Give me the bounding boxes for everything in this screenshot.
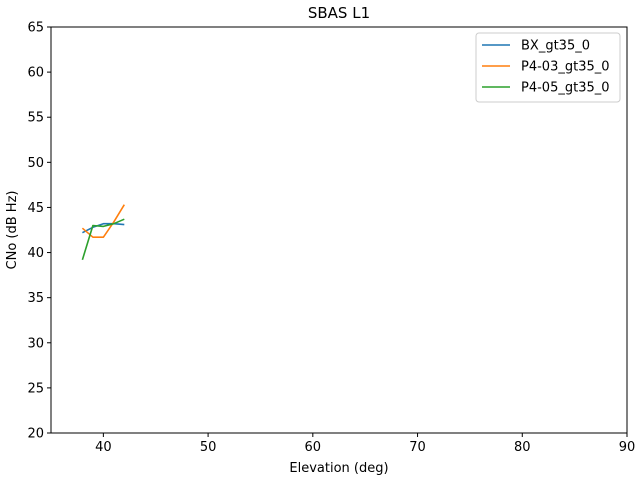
y-tick-label: 25: [27, 381, 44, 396]
series-line-1: [82, 222, 125, 234]
legend-box: [475, 32, 621, 103]
y-tick-label: 50: [27, 156, 44, 171]
chart-title: SBAS L1: [308, 4, 370, 22]
x-tick-label: 60: [305, 440, 322, 455]
x-tick-label: 90: [619, 440, 636, 455]
y-tick-label: 30: [27, 336, 44, 351]
legend: BX_gt35_0 P4-03_gt35_0 P4-05_gt35_0: [475, 32, 621, 103]
y-tick-label: 65: [27, 21, 44, 36]
series-line-3: [81, 218, 125, 261]
legend-label-1: BX_gt35_0: [521, 39, 590, 54]
y-tick-label: 40: [27, 246, 44, 261]
x-axis-label: Elevation (deg): [289, 461, 388, 476]
legend-label-2: P4-03_gt35_0: [521, 60, 610, 75]
y-tick-label: 55: [27, 111, 44, 126]
y-tick-label: 35: [27, 291, 44, 306]
y-tick-label: 45: [27, 201, 44, 216]
y-tick-label: 20: [27, 427, 44, 442]
y-axis-ticks: 20 25 30 35 40 45 50 55 60 65: [27, 21, 51, 442]
x-tick-label: 80: [514, 440, 531, 455]
series-layer: [81, 204, 125, 261]
x-tick-label: 70: [409, 440, 426, 455]
legend-label-3: P4-05_gt35_0: [521, 81, 610, 96]
x-tick-label: 40: [95, 440, 112, 455]
plot-frame: [50, 26, 628, 434]
y-axis-label: CNo (dB Hz): [5, 191, 20, 270]
x-axis-ticks: 40 50 60 70 80 90: [95, 433, 635, 455]
y-tick-label: 60: [27, 66, 44, 81]
x-tick-label: 50: [200, 440, 217, 455]
series-line-2: [81, 204, 125, 238]
